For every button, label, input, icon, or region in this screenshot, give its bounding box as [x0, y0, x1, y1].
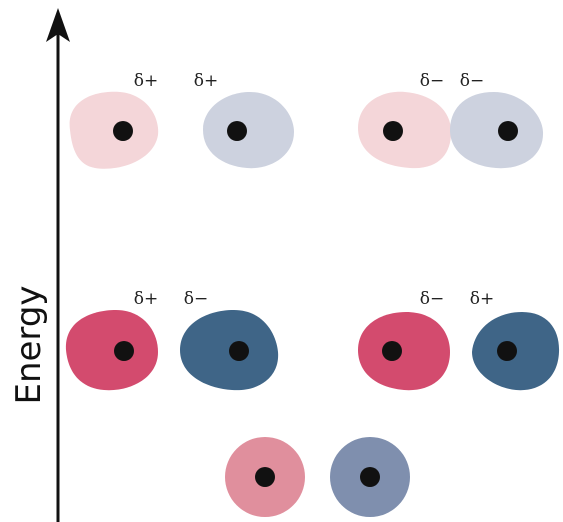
nucleus: [113, 121, 133, 141]
charge-label: δ−: [460, 71, 484, 91]
orbital-pink: [358, 312, 450, 390]
orbital-pink-pale: [358, 92, 451, 168]
charge-label: δ+: [194, 71, 218, 91]
nucleus: [498, 121, 518, 141]
nucleus: [383, 121, 403, 141]
nucleus: [382, 341, 402, 361]
charge-label: δ−: [184, 289, 208, 309]
axis-label: Energy: [9, 285, 49, 404]
diagram: Energy δ+ δ+ δ− δ− δ+ δ− δ− δ+: [0, 0, 563, 522]
nucleus: [229, 341, 249, 361]
orbital-blue-pale: [203, 92, 294, 168]
orbital-pink: [66, 310, 158, 390]
charge-label: δ+: [470, 289, 494, 309]
orbital-blue-pale: [450, 92, 543, 168]
charge-label: δ+: [134, 71, 158, 91]
nucleus: [114, 341, 134, 361]
nucleus: [497, 341, 517, 361]
nucleus: [360, 467, 380, 487]
charge-label: δ−: [420, 71, 444, 91]
charge-label: δ+: [134, 289, 158, 309]
nucleus: [227, 121, 247, 141]
charge-label: δ−: [420, 289, 444, 309]
nucleus: [255, 467, 275, 487]
